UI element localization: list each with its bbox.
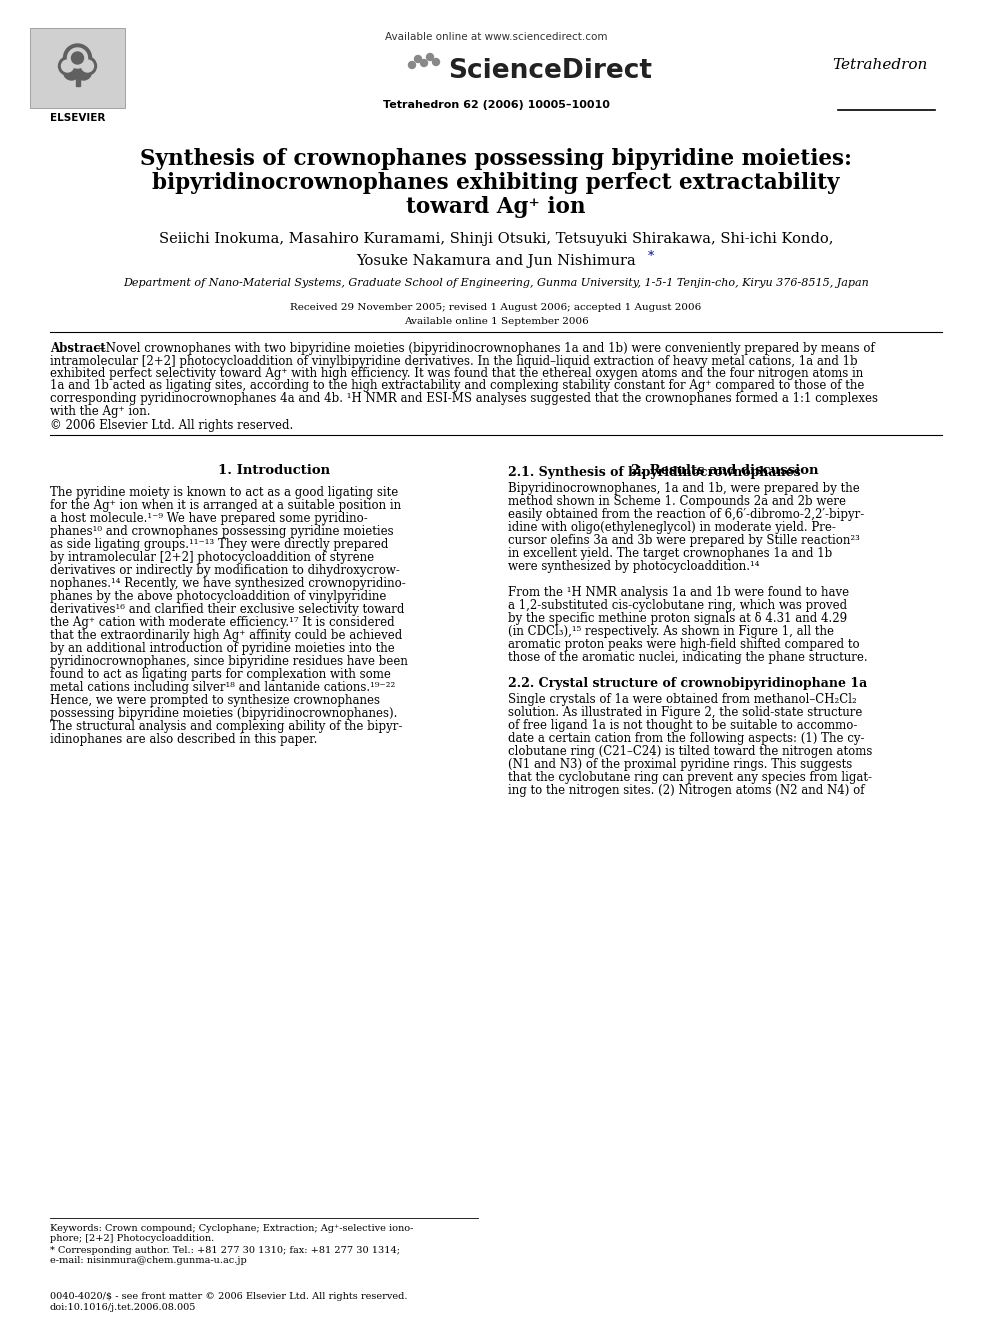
Text: The pyridine moiety is known to act as a good ligating site: The pyridine moiety is known to act as a… (50, 486, 398, 499)
Text: aromatic proton peaks were high-field shifted compared to: aromatic proton peaks were high-field sh… (508, 638, 860, 651)
Text: in excellent yield. The target crownophanes 1a and 1b: in excellent yield. The target crownopha… (508, 546, 832, 560)
Text: Seiichi Inokuma, Masahiro Kuramami, Shinji Otsuki, Tetsuyuki Shirakawa, Shi-ichi: Seiichi Inokuma, Masahiro Kuramami, Shin… (159, 232, 833, 246)
Circle shape (415, 56, 422, 62)
Text: 1a and 1b acted as ligating sites, according to the high extractability and comp: 1a and 1b acted as ligating sites, accor… (50, 380, 864, 393)
Text: nophanes.¹⁴ Recently, we have synthesized crownopyridino-: nophanes.¹⁴ Recently, we have synthesize… (50, 577, 406, 590)
Text: clobutane ring (C21–C24) is tilted toward the nitrogen atoms: clobutane ring (C21–C24) is tilted towar… (508, 745, 872, 758)
Text: Available online at www.sciencedirect.com: Available online at www.sciencedirect.co… (385, 32, 607, 42)
Text: From the ¹H NMR analysis 1a and 1b were found to have: From the ¹H NMR analysis 1a and 1b were … (508, 586, 849, 599)
Text: 2. Results and discussion: 2. Results and discussion (631, 464, 818, 478)
Circle shape (62, 60, 73, 71)
Text: 0040-4020/$ - see front matter © 2006 Elsevier Ltd. All rights reserved.: 0040-4020/$ - see front matter © 2006 El… (50, 1293, 408, 1301)
Text: Single crystals of 1a were obtained from methanol–CH₂Cl₂: Single crystals of 1a were obtained from… (508, 693, 857, 706)
Text: derivatives or indirectly by modification to dihydroxycrow-: derivatives or indirectly by modificatio… (50, 564, 400, 577)
Text: by the specific methine proton signals at δ 4.31 and 4.29: by the specific methine proton signals a… (508, 613, 847, 624)
Text: Received 29 November 2005; revised 1 August 2006; accepted 1 August 2006: Received 29 November 2005; revised 1 Aug… (291, 303, 701, 312)
Text: as side ligating groups.¹¹⁻¹³ They were directly prepared: as side ligating groups.¹¹⁻¹³ They were … (50, 538, 389, 550)
Text: ing to the nitrogen sites. (2) Nitrogen atoms (N2 and N4) of: ing to the nitrogen sites. (2) Nitrogen … (508, 785, 864, 796)
Text: a 1,2-substituted cis-cyclobutane ring, which was proved: a 1,2-substituted cis-cyclobutane ring, … (508, 599, 847, 613)
Text: by intramolecular [2+2] photocycloaddition of styrene: by intramolecular [2+2] photocycloadditi… (50, 550, 374, 564)
Text: possessing bipyridine moieties (bipyridinocrownophanes).: possessing bipyridine moieties (bipyridi… (50, 706, 398, 720)
Text: by an additional introduction of pyridine moieties into the: by an additional introduction of pyridin… (50, 642, 395, 655)
Bar (75, 66, 79, 86)
Text: phanes¹⁰ and crownophanes possessing pyridine moieties: phanes¹⁰ and crownophanes possessing pyr… (50, 525, 394, 538)
Text: 2.1. Synthesis of bipyridinocrownophanes: 2.1. Synthesis of bipyridinocrownophanes (508, 466, 801, 479)
Text: the Ag⁺ cation with moderate efficiency.¹⁷ It is considered: the Ag⁺ cation with moderate efficiency.… (50, 617, 395, 628)
Circle shape (78, 57, 96, 75)
Circle shape (421, 60, 428, 66)
Text: of free ligand 1a is not thought to be suitable to accommo-: of free ligand 1a is not thought to be s… (508, 718, 857, 732)
Text: toward Ag⁺ ion: toward Ag⁺ ion (407, 196, 585, 218)
Text: that the extraordinarily high Ag⁺ affinity could be achieved: that the extraordinarily high Ag⁺ affini… (50, 628, 402, 642)
Text: pyridinocrownophanes, since bipyridine residues have been: pyridinocrownophanes, since bipyridine r… (50, 655, 408, 668)
Text: phanes by the above photocycloaddition of vinylpyridine: phanes by the above photocycloaddition o… (50, 590, 386, 603)
Text: solution. As illustrated in Figure 2, the solid-state structure: solution. As illustrated in Figure 2, th… (508, 706, 862, 718)
Text: © 2006 Elsevier Ltd. All rights reserved.: © 2006 Elsevier Ltd. All rights reserved… (50, 419, 294, 433)
Text: corresponding pyridinocrownophanes 4a and 4b. ¹H NMR and ESI-MS analyses suggest: corresponding pyridinocrownophanes 4a an… (50, 392, 878, 405)
Text: The structural analysis and complexing ability of the bipyr-: The structural analysis and complexing a… (50, 720, 403, 733)
Text: (in CDCl₃),¹⁵ respectively. As shown in Figure 1, all the: (in CDCl₃),¹⁵ respectively. As shown in … (508, 624, 834, 638)
Text: Department of Nano-Material Systems, Graduate School of Engineering, Gunma Unive: Department of Nano-Material Systems, Gra… (123, 278, 869, 288)
Circle shape (427, 53, 434, 61)
Text: with the Ag⁺ ion.: with the Ag⁺ ion. (50, 405, 151, 418)
Circle shape (63, 44, 91, 71)
Text: that the cyclobutane ring can prevent any species from ligat-: that the cyclobutane ring can prevent an… (508, 771, 872, 785)
Text: Tetrahedron: Tetrahedron (832, 58, 928, 71)
Text: for the Ag⁺ ion when it is arranged at a suitable position in: for the Ag⁺ ion when it is arranged at a… (50, 499, 401, 512)
Text: doi:10.1016/j.tet.2006.08.005: doi:10.1016/j.tet.2006.08.005 (50, 1303, 196, 1312)
Circle shape (59, 57, 76, 75)
Text: Tetrahedron 62 (2006) 10005–10010: Tetrahedron 62 (2006) 10005–10010 (383, 101, 609, 110)
Circle shape (81, 60, 93, 71)
Text: exhibited perfect selectivity toward Ag⁺ with high efficiency. It was found that: exhibited perfect selectivity toward Ag⁺… (50, 366, 863, 380)
Text: —Novel crownophanes with two bipyridine moieties (bipyridinocrownophanes 1a and : —Novel crownophanes with two bipyridine … (94, 343, 875, 355)
Text: *: * (648, 250, 655, 263)
Text: intramolecular [2+2] photocycloaddition of vinylbipyridine derivatives. In the l: intramolecular [2+2] photocycloaddition … (50, 355, 858, 368)
Text: e-mail: nisinmura@chem.gunma-u.ac.jp: e-mail: nisinmura@chem.gunma-u.ac.jp (50, 1256, 247, 1265)
Text: found to act as ligating parts for complexation with some: found to act as ligating parts for compl… (50, 668, 391, 681)
Text: derivatives¹⁶ and clarified their exclusive selectivity toward: derivatives¹⁶ and clarified their exclus… (50, 603, 405, 617)
Circle shape (433, 58, 439, 66)
Text: cursor olefins 3a and 3b were prepared by Stille reaction²³: cursor olefins 3a and 3b were prepared b… (508, 534, 860, 546)
Text: Abstract: Abstract (50, 343, 106, 355)
Text: (N1 and N3) of the proximal pyridine rings. This suggests: (N1 and N3) of the proximal pyridine rin… (508, 758, 852, 771)
Text: metal cations including silver¹⁸ and lantanide cations.¹⁹⁻²²: metal cations including silver¹⁸ and lan… (50, 681, 395, 695)
Text: a host molecule.¹⁻⁹ We have prepared some pyridino-: a host molecule.¹⁻⁹ We have prepared som… (50, 512, 368, 525)
Text: Yosuke Nakamura and Jun Nishimura: Yosuke Nakamura and Jun Nishimura (356, 254, 636, 269)
Text: idine with oligo(ethyleneglycol) in moderate yield. Pre-: idine with oligo(ethyleneglycol) in mode… (508, 521, 836, 534)
Text: 1. Introduction: 1. Introduction (218, 464, 330, 478)
Text: bipyridinocrownophanes exhibiting perfect extractability: bipyridinocrownophanes exhibiting perfec… (152, 172, 840, 194)
Text: * Corresponding author. Tel.: +81 277 30 1310; fax: +81 277 30 1314;: * Corresponding author. Tel.: +81 277 30… (50, 1246, 400, 1256)
Text: were synthesized by photocycloaddition.¹⁴: were synthesized by photocycloaddition.¹… (508, 560, 760, 573)
Text: ELSEVIER: ELSEVIER (50, 112, 105, 123)
Circle shape (71, 52, 83, 64)
Text: method shown in Scheme 1. Compounds 2a and 2b were: method shown in Scheme 1. Compounds 2a a… (508, 495, 846, 508)
Text: phore; [2+2] Photocycloaddition.: phore; [2+2] Photocycloaddition. (50, 1234, 214, 1244)
Bar (30, 28, 125, 108)
Text: Keywords: Crown compound; Cyclophane; Extraction; Ag⁺-selective iono-: Keywords: Crown compound; Cyclophane; Ex… (50, 1224, 414, 1233)
Circle shape (75, 64, 91, 79)
Text: Hence, we were prompted to synthesize crownophanes: Hence, we were prompted to synthesize cr… (50, 695, 380, 706)
Circle shape (67, 48, 87, 67)
Text: those of the aromatic nuclei, indicating the phane structure.: those of the aromatic nuclei, indicating… (508, 651, 868, 664)
Text: Available online 1 September 2006: Available online 1 September 2006 (404, 318, 588, 325)
Text: Synthesis of crownophanes possessing bipyridine moieties:: Synthesis of crownophanes possessing bip… (140, 148, 852, 169)
Text: Bipyridinocrownophanes, 1a and 1b, were prepared by the: Bipyridinocrownophanes, 1a and 1b, were … (508, 482, 860, 495)
Text: easily obtained from the reaction of 6,6′-dibromo-2,2′-bipyr-: easily obtained from the reaction of 6,6… (508, 508, 864, 521)
Text: date a certain cation from the following aspects: (1) The cy-: date a certain cation from the following… (508, 732, 864, 745)
Circle shape (63, 64, 79, 79)
Text: 2.2. Crystal structure of crownobipyridinophane 1a: 2.2. Crystal structure of crownobipyridi… (508, 677, 867, 691)
Text: ScienceDirect: ScienceDirect (448, 58, 652, 83)
Circle shape (409, 61, 416, 69)
Text: idinophanes are also described in this paper.: idinophanes are also described in this p… (50, 733, 317, 746)
